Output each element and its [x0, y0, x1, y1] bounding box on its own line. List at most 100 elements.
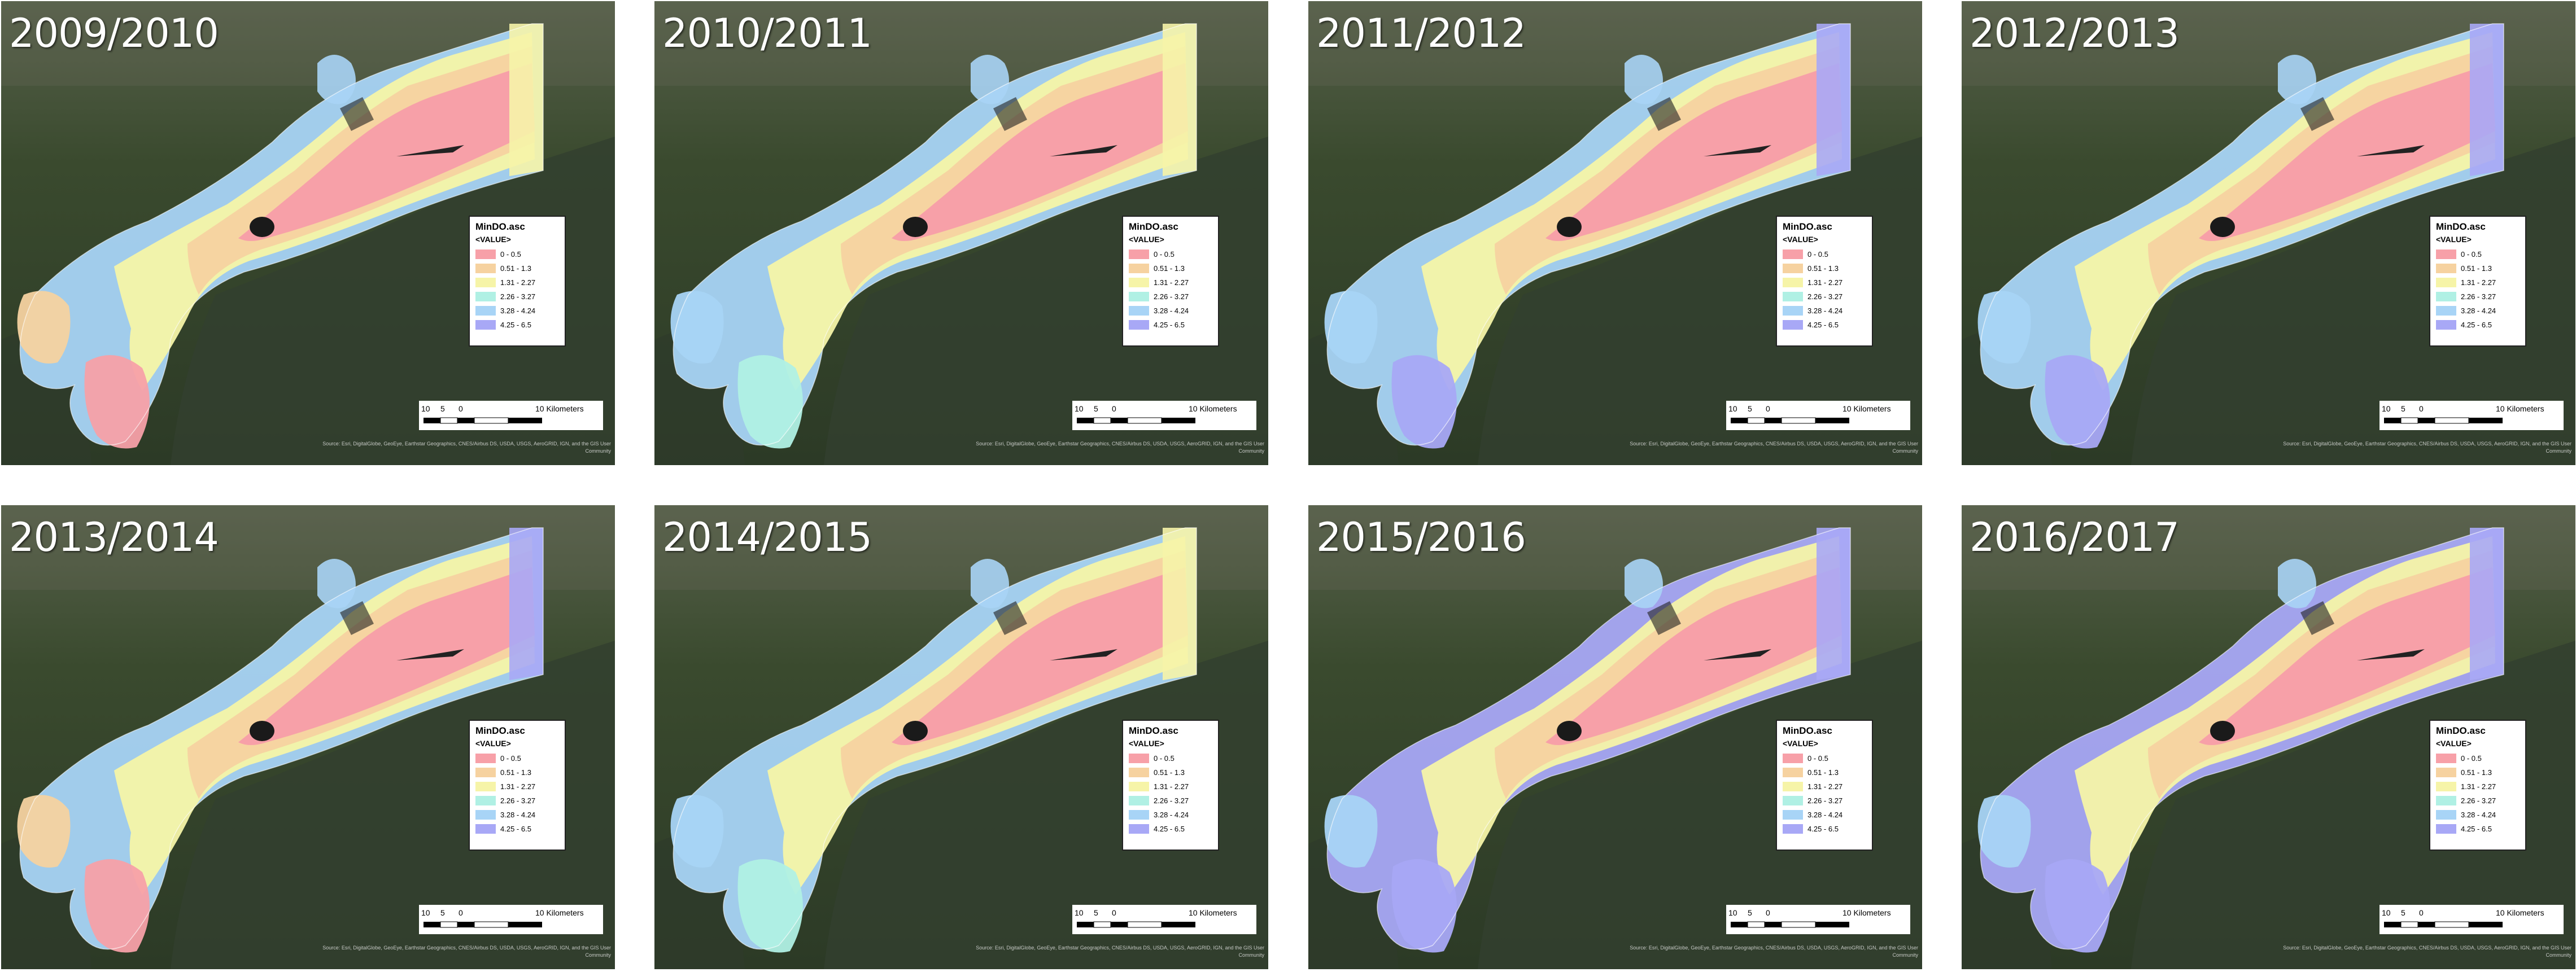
map-credits: Source: Esri, DigitalGlobe, GeoEye, Eart…: [976, 945, 1264, 958]
legend-swatch: [1129, 264, 1149, 273]
legend-swatch: [1783, 278, 1803, 287]
legend-swatch: [1783, 824, 1803, 834]
legend-field: <VALUE>: [475, 235, 511, 244]
scale-tick: 5: [440, 908, 445, 917]
legend-row: 0 - 0.5: [1129, 247, 1212, 261]
scale-tick: 0: [1112, 908, 1116, 917]
legend-swatch: [475, 278, 496, 287]
legend-row: 4.25 - 6.5: [2436, 318, 2520, 332]
scale-tick: 10 Kilometers: [1843, 404, 1891, 413]
legend-row: 4.25 - 6.5: [1783, 318, 1866, 332]
panel-1: 2009/2010 MinDO.asc <VALUE> 0 - 0.5 0.51…: [1, 1, 615, 465]
panel-3: 2011/2012 MinDO.asc <VALUE> 0 - 0.5 0.51…: [1308, 1, 1922, 465]
legend-swatch: [1783, 810, 1803, 820]
legend-title: MinDO.asc: [2436, 221, 2486, 232]
legend-row: 3.28 - 4.24: [475, 304, 559, 318]
legend-field: <VALUE>: [2436, 739, 2472, 748]
legend-label: 0 - 0.5: [500, 250, 521, 259]
legend-label: 0.51 - 1.3: [1154, 768, 1185, 777]
legend-label: 2.26 - 3.27: [1807, 796, 1843, 805]
legend-row: 2.26 - 3.27: [1129, 794, 1212, 808]
year-label: 2015/2016: [1316, 514, 1526, 561]
map-credits: Source: Esri, DigitalGlobe, GeoEye, Eart…: [2283, 441, 2571, 454]
legend-row: 0 - 0.5: [475, 751, 559, 765]
legend-row: 1.31 - 2.27: [1783, 780, 1866, 794]
legend-title: MinDO.asc: [1783, 221, 1832, 232]
legend-label: 3.28 - 4.24: [1154, 811, 1189, 819]
legend-swatch: [2436, 796, 2456, 805]
legend-swatch: [1783, 292, 1803, 301]
legend-label: 0.51 - 1.3: [500, 768, 531, 777]
scale-tick: 0: [2419, 404, 2424, 413]
legend-field: <VALUE>: [1783, 739, 1818, 748]
legend-swatch: [2436, 306, 2456, 316]
legend-label: 0 - 0.5: [1807, 250, 1828, 259]
legend-swatch: [2436, 278, 2456, 287]
legend-swatch: [1783, 306, 1803, 316]
legend-label: 1.31 - 2.27: [500, 278, 536, 287]
year-label: 2009/2010: [9, 10, 219, 56]
map-credits: Source: Esri, DigitalGlobe, GeoEye, Eart…: [2283, 945, 2571, 958]
scale-bar: 10 5 0 10 Kilometers: [1072, 905, 1256, 934]
legend-row: 1.31 - 2.27: [2436, 275, 2520, 290]
legend-label: 2.26 - 3.27: [2461, 796, 2496, 805]
legend-swatch: [2436, 824, 2456, 834]
legend-row: 4.25 - 6.5: [2436, 822, 2520, 836]
legend-row: 1.31 - 2.27: [2436, 780, 2520, 794]
legend-swatch: [1129, 278, 1149, 287]
scale-bar: 10 5 0 10 Kilometers: [1726, 401, 1910, 430]
legend-row: 0.51 - 1.3: [475, 765, 559, 780]
scale-bar: 10 5 0 10 Kilometers: [1726, 905, 1910, 934]
legend-row: 1.31 - 2.27: [1129, 780, 1212, 794]
scale-tick: 10 Kilometers: [2496, 404, 2544, 413]
scale-bar: 10 5 0 10 Kilometers: [419, 401, 603, 430]
legend-row: 0 - 0.5: [1783, 247, 1866, 261]
legend-swatch: [2436, 320, 2456, 330]
legend-label: 0 - 0.5: [1154, 250, 1175, 259]
scale-tick: 10 Kilometers: [2496, 908, 2544, 917]
legend-label: 0 - 0.5: [1154, 754, 1175, 763]
legend-row: 0.51 - 1.3: [1129, 261, 1212, 275]
legend-label: 2.26 - 3.27: [500, 292, 536, 301]
scale-tick: 10 Kilometers: [1189, 908, 1237, 917]
legend-label: 2.26 - 3.27: [500, 796, 536, 805]
legend-field: <VALUE>: [1783, 235, 1818, 244]
legend-swatch: [1129, 810, 1149, 820]
legend-swatch: [475, 754, 496, 763]
legend: MinDO.asc <VALUE> 0 - 0.5 0.51 - 1.3 1.3…: [1776, 720, 1873, 851]
year-label: 2012/2013: [1970, 10, 2180, 56]
legend-swatch: [1129, 754, 1149, 763]
legend-swatch: [1783, 796, 1803, 805]
legend-row: 3.28 - 4.24: [1783, 304, 1866, 318]
legend-label: 0.51 - 1.3: [1807, 768, 1839, 777]
legend-label: 3.28 - 4.24: [2461, 307, 2496, 315]
year-label: 2014/2015: [662, 514, 872, 561]
legend-swatch: [475, 320, 496, 330]
scale-tick: 0: [2419, 908, 2424, 917]
legend-swatch: [1783, 264, 1803, 273]
scale-tick: 0: [1112, 404, 1116, 413]
legend-label: 0 - 0.5: [1807, 754, 1828, 763]
legend-title: MinDO.asc: [1129, 221, 1178, 232]
legend-label: 3.28 - 4.24: [500, 307, 536, 315]
legend-row: 2.26 - 3.27: [1783, 290, 1866, 304]
legend: MinDO.asc <VALUE> 0 - 0.5 0.51 - 1.3 1.3…: [1776, 216, 1873, 347]
legend-swatch: [1129, 320, 1149, 330]
legend-row: 3.28 - 4.24: [1783, 808, 1866, 822]
scale-tick: 10: [1728, 908, 1737, 917]
legend-label: 1.31 - 2.27: [1807, 782, 1843, 791]
legend-row: 4.25 - 6.5: [475, 318, 559, 332]
scale-tick: 10 Kilometers: [535, 908, 584, 917]
legend-label: 0 - 0.5: [500, 754, 521, 763]
scale-tick: 10: [421, 404, 430, 413]
scale-tick: 5: [2401, 908, 2405, 917]
legend-field: <VALUE>: [1129, 235, 1164, 244]
panel-4: 2012/2013 MinDO.asc <VALUE> 0 - 0.5 0.51…: [1962, 1, 2575, 465]
scale-tick: 10 Kilometers: [1843, 908, 1891, 917]
legend-row: 3.28 - 4.24: [1129, 304, 1212, 318]
legend-row: 0 - 0.5: [1783, 751, 1866, 765]
legend-row: 4.25 - 6.5: [1129, 318, 1212, 332]
scale-tick: 10 Kilometers: [535, 404, 584, 413]
scale-tick: 5: [440, 404, 445, 413]
legend-swatch: [475, 264, 496, 273]
